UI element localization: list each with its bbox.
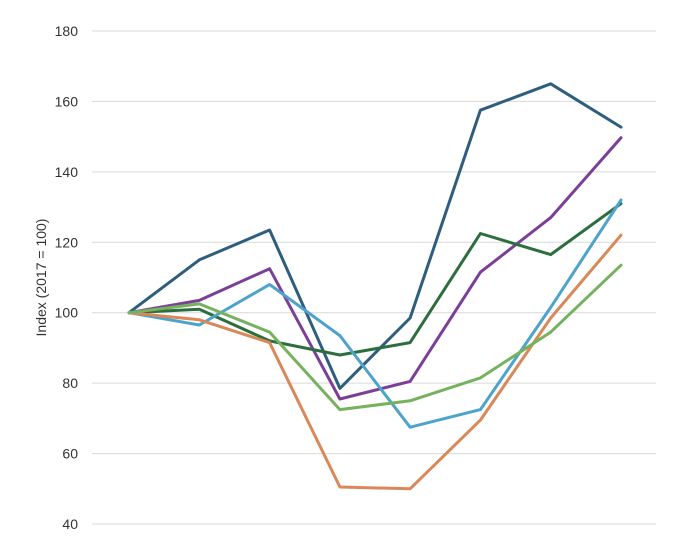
y-tick-label: 160 [55, 93, 79, 109]
y-tick-label: 60 [62, 446, 78, 462]
y-tick-label: 100 [55, 305, 79, 321]
series-lines [127, 82, 623, 491]
series-line-3 [127, 202, 623, 357]
y-tick-label: 40 [62, 516, 78, 532]
series-line-6 [127, 263, 623, 412]
y-tick-label: 120 [55, 234, 79, 250]
y-tick-label: 180 [55, 23, 79, 39]
series-line-4 [127, 198, 623, 429]
gridlines [92, 30, 656, 525]
y-tick-label: 80 [62, 375, 78, 391]
series-line-5 [127, 233, 623, 491]
y-axis-ticks: 40 60 80 100 120 140 160 180 [55, 23, 79, 532]
series-line-1 [127, 82, 623, 390]
y-tick-label: 140 [55, 164, 79, 180]
y-axis-title: Index (2017 = 100) [33, 219, 49, 337]
series-line-2 [127, 136, 623, 401]
